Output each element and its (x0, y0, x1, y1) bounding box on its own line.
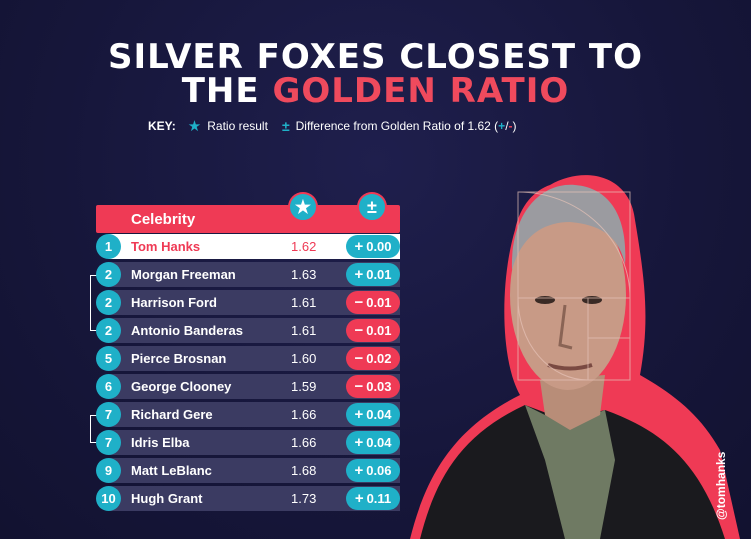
celebrity-name: Harrison Ford (131, 295, 217, 310)
difference-sign: + (354, 462, 364, 479)
title-line-2-plain: THE (181, 71, 273, 111)
key-ratio-label: Ratio result (207, 119, 268, 133)
difference-value: 0.04 (366, 435, 392, 450)
table-row: 5 Pierce Brosnan 1.60 −0.02 (96, 346, 400, 371)
ratio-value: 1.73 (291, 491, 317, 506)
difference-sign: + (354, 266, 364, 283)
difference-value: 0.00 (366, 239, 392, 254)
celebrity-name: Antonio Banderas (131, 323, 243, 338)
difference-sign: + (354, 406, 364, 423)
difference-pill: +0.00 (346, 235, 400, 258)
key-legend: KEY: ★ Ratio result ± Difference from Go… (148, 117, 517, 135)
rank-badge: 7 (96, 402, 121, 427)
table-row: 1 Tom Hanks 1.62 +0.00 (96, 234, 400, 259)
difference-sign: − (354, 378, 364, 395)
difference-sign: − (354, 294, 364, 311)
table-row: 6 George Clooney 1.59 −0.03 (96, 374, 400, 399)
ratio-column-star-icon: ★ (288, 192, 318, 222)
difference-column-plus-minus-icon: ± (357, 192, 387, 222)
rank-badge: 2 (96, 318, 121, 343)
difference-value: 0.01 (366, 267, 392, 282)
celebrity-name: George Clooney (131, 379, 232, 394)
difference-sign: + (354, 490, 364, 507)
difference-value: 0.01 (366, 323, 392, 338)
instagram-handle: @tomhanks (714, 451, 728, 520)
difference-pill: +0.04 (346, 431, 400, 454)
tie-bracket (90, 275, 100, 331)
rank-badge: 10 (96, 486, 121, 511)
tie-bracket (90, 415, 100, 443)
ratio-value: 1.59 (291, 379, 317, 394)
star-icon: ★ (187, 118, 202, 135)
rank-badge: 2 (96, 290, 121, 315)
key-label: KEY: (148, 119, 176, 133)
difference-pill: −0.01 (346, 319, 400, 342)
rank-badge: 5 (96, 346, 121, 371)
difference-sign: + (354, 238, 364, 255)
difference-value: 0.11 (366, 491, 392, 506)
ratio-value: 1.60 (291, 351, 317, 366)
rank-badge: 7 (96, 430, 121, 455)
difference-value: 0.02 (366, 351, 392, 366)
celebrity-name: Tom Hanks (131, 239, 201, 254)
difference-value: 0.01 (366, 295, 392, 310)
ratio-value: 1.68 (291, 463, 317, 478)
table-row: 7 Richard Gere 1.66 +0.04 (96, 402, 400, 427)
celebrity-name: Richard Gere (131, 407, 213, 422)
rank-badge: 1 (96, 234, 121, 259)
difference-value: 0.03 (366, 379, 392, 394)
difference-pill: +0.01 (346, 263, 400, 286)
ratio-value: 1.66 (291, 435, 317, 450)
ratio-value: 1.61 (291, 323, 317, 338)
celebrity-name: Pierce Brosnan (131, 351, 227, 366)
title-line-2-accent: GOLDEN RATIO (272, 71, 570, 111)
ratio-value: 1.63 (291, 267, 317, 282)
difference-pill: +0.04 (346, 403, 400, 426)
title-line-1: SILVER FOXES CLOSEST TO (108, 37, 643, 77)
ratio-value: 1.66 (291, 407, 317, 422)
rank-badge: 9 (96, 458, 121, 483)
rank-badge: 2 (96, 262, 121, 287)
table-row: 2 Morgan Freeman 1.63 +0.01 (96, 262, 400, 287)
column-header-celebrity: Celebrity (131, 211, 196, 228)
difference-value: 0.04 (366, 407, 392, 422)
table-header: Celebrity ★ ± (96, 192, 400, 233)
page-title: SILVER FOXES CLOSEST TO THE GOLDEN RATIO (0, 40, 751, 108)
ratio-value: 1.62 (291, 239, 317, 254)
difference-value: 0.06 (366, 463, 392, 478)
table-row: 10 Hugh Grant 1.73 +0.11 (96, 486, 400, 511)
celebrity-name: Idris Elba (131, 435, 190, 450)
difference-sign: − (354, 350, 364, 367)
table-row: 7 Idris Elba 1.66 +0.04 (96, 430, 400, 455)
celebrity-portrait (410, 175, 740, 539)
celebrity-name: Hugh Grant (131, 491, 203, 506)
difference-pill: +0.11 (346, 487, 400, 510)
difference-pill: −0.01 (346, 291, 400, 314)
difference-pill: +0.06 (346, 459, 400, 482)
table-row: 2 Harrison Ford 1.61 −0.01 (96, 290, 400, 315)
difference-pill: −0.03 (346, 375, 400, 398)
difference-sign: + (354, 434, 364, 451)
difference-sign: − (354, 322, 364, 339)
celebrity-name: Morgan Freeman (131, 267, 236, 282)
celebrity-name: Matt LeBlanc (131, 463, 212, 478)
rank-badge: 6 (96, 374, 121, 399)
plus-minus-icon: ± (281, 118, 290, 134)
table-row: 9 Matt LeBlanc 1.68 +0.06 (96, 458, 400, 483)
ratio-value: 1.61 (291, 295, 317, 310)
key-difference-label: Difference from Golden Ratio of 1.62 (+/… (295, 119, 517, 133)
table-row: 2 Antonio Banderas 1.61 −0.01 (96, 318, 400, 343)
difference-pill: −0.02 (346, 347, 400, 370)
